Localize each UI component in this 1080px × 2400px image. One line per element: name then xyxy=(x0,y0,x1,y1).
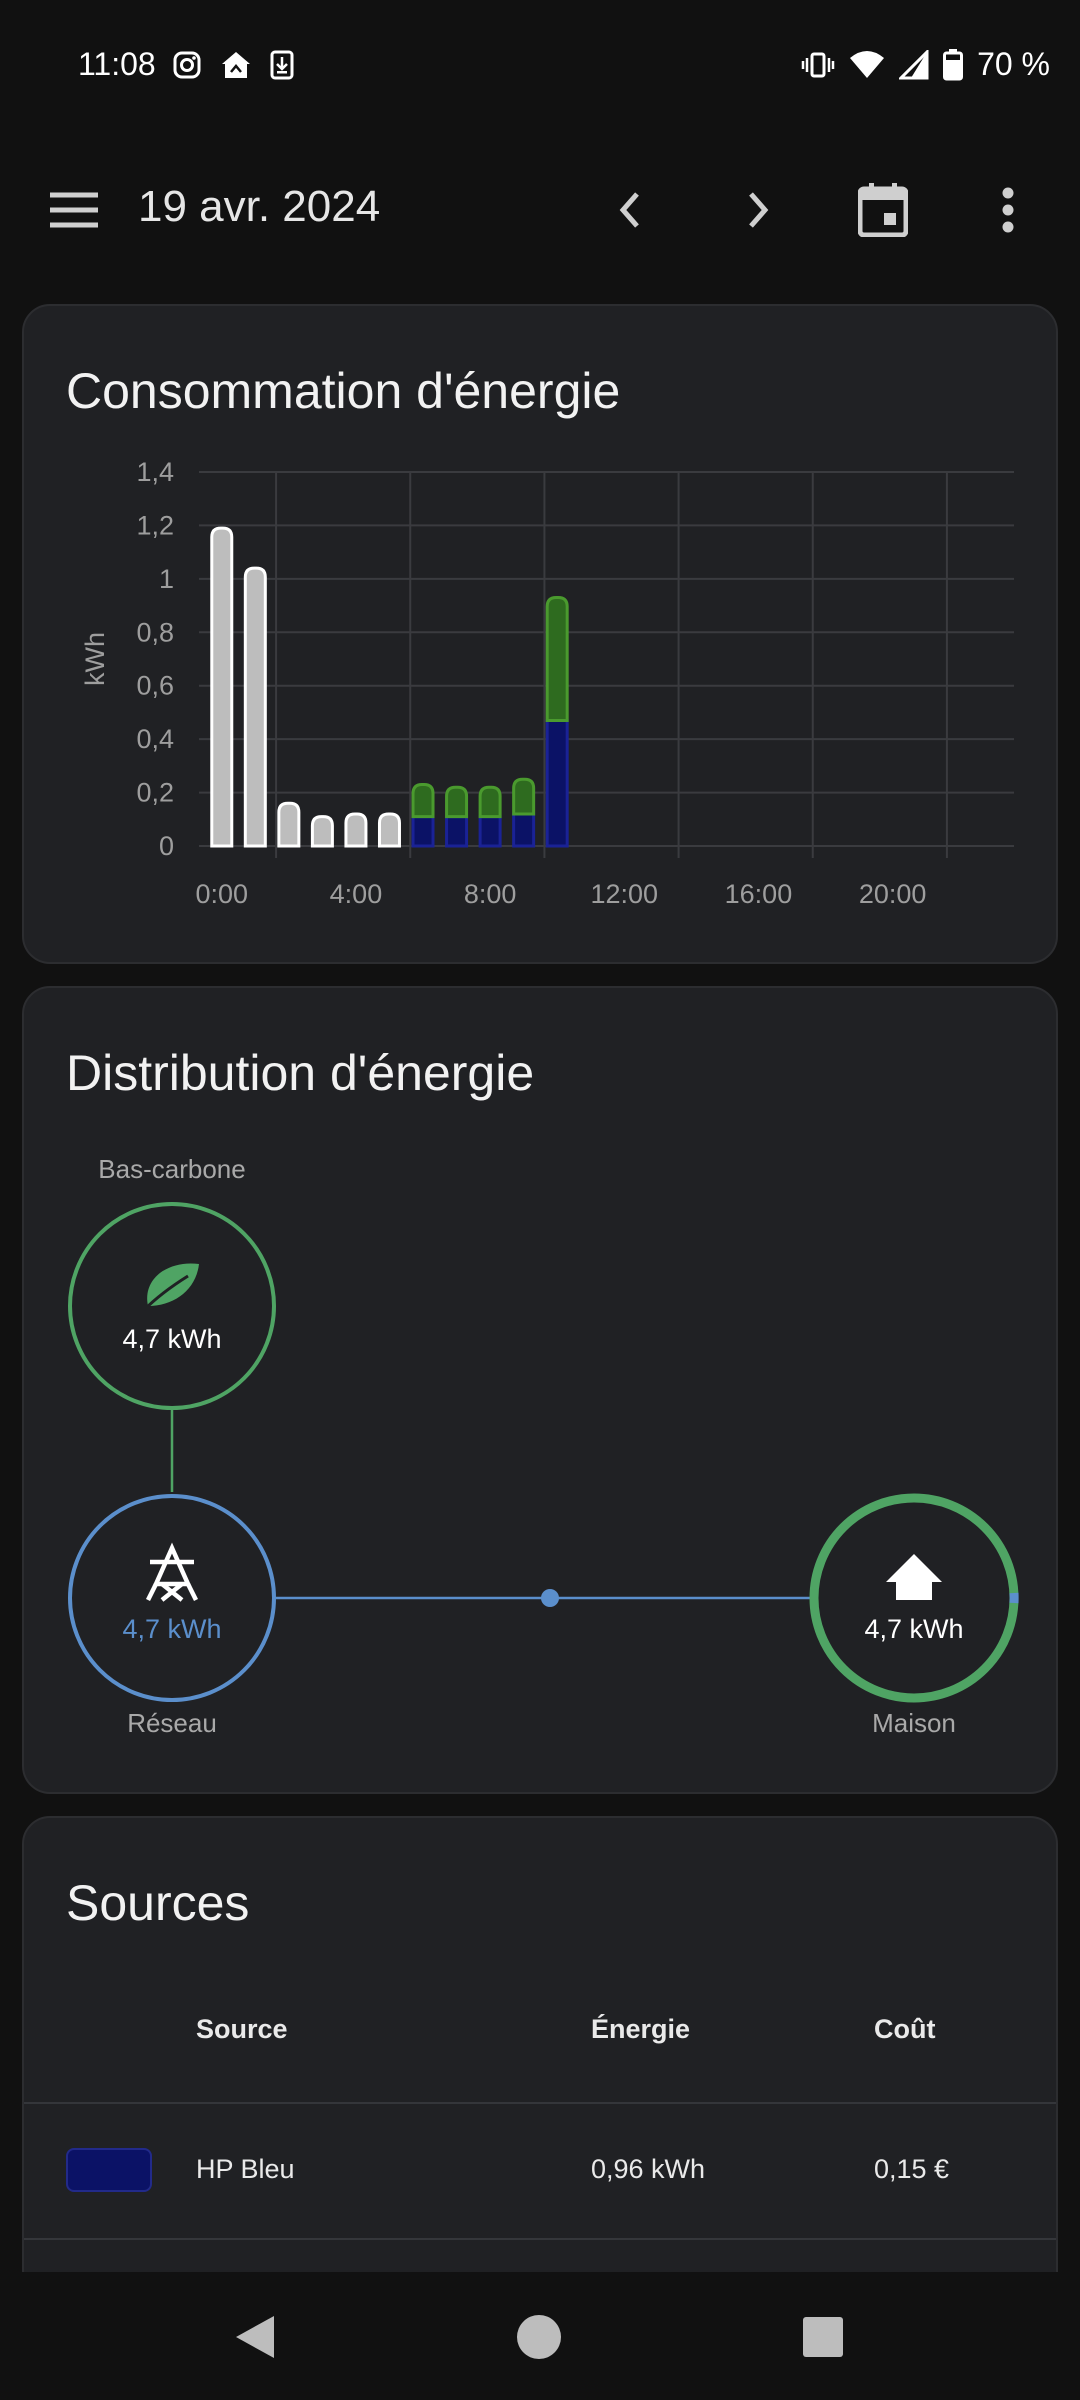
leaf-icon xyxy=(142,1263,199,1312)
row-divider xyxy=(24,2238,1056,2240)
bar xyxy=(545,718,569,848)
low-carbon-circle[interactable] xyxy=(68,1202,276,1410)
home-assistant-icon xyxy=(222,52,250,78)
bar xyxy=(277,801,301,848)
x-tick-label: 8:00 xyxy=(464,879,517,909)
source-column-header[interactable]: Source xyxy=(196,2014,288,2044)
signal-icon xyxy=(899,49,929,79)
bar xyxy=(478,815,502,848)
more-vert-icon xyxy=(1002,187,1014,233)
next-day-button[interactable] xyxy=(718,170,798,250)
toolbar: 19 avr. 2024 xyxy=(0,150,1080,270)
home-circle-icon[interactable] xyxy=(516,2314,562,2360)
x-tick-label: 0:00 xyxy=(195,879,248,909)
selected-date[interactable]: 19 avr. 2024 xyxy=(138,182,381,231)
y-tick-label: 0,6 xyxy=(136,671,174,701)
bar xyxy=(210,526,234,848)
battery-icon xyxy=(943,48,964,80)
bar xyxy=(512,812,536,848)
low-carbon-value: 4,7 kWh xyxy=(122,1324,222,1354)
y-tick-label: 0,4 xyxy=(136,724,174,754)
status-time: 11:08 xyxy=(78,46,156,82)
cost-column-header[interactable]: Coût xyxy=(874,2014,936,2044)
wifi-icon xyxy=(850,50,885,78)
download-icon xyxy=(270,50,294,80)
bar xyxy=(310,815,334,848)
vibrate-icon xyxy=(801,52,835,77)
home-value: 4,7 kWh xyxy=(864,1614,964,1644)
home-icon xyxy=(886,1554,942,1600)
bar xyxy=(545,596,569,722)
bar xyxy=(478,785,502,819)
instagram-icon xyxy=(173,51,201,79)
bar xyxy=(512,777,536,816)
bar xyxy=(243,566,267,848)
bar xyxy=(411,783,435,819)
source-color-swatch xyxy=(66,2148,152,2192)
bar xyxy=(445,815,469,848)
x-tick-label: 4:00 xyxy=(330,879,383,909)
consumption-title: Consommation d'énergie xyxy=(66,363,621,419)
x-tick-label: 12:00 xyxy=(590,879,658,909)
sources-card: Sources Source Énergie Coût HP Bleu 0,96… xyxy=(22,1816,1058,2336)
x-tick-label: 16:00 xyxy=(725,879,793,909)
source-name: HP Bleu xyxy=(196,2154,295,2184)
bar xyxy=(445,785,469,819)
previous-day-button[interactable] xyxy=(590,170,670,250)
low-carbon-label: Bas-carbone xyxy=(98,1154,246,1184)
calendar-button[interactable] xyxy=(843,170,923,250)
recents-icon[interactable] xyxy=(802,2316,844,2358)
menu-icon xyxy=(50,192,98,228)
menu-button[interactable] xyxy=(34,170,114,250)
bar xyxy=(411,815,435,848)
sources-title: Sources xyxy=(66,1875,250,1931)
energy-consumption-card: Consommation d'énergie 0 0,2 0,4 0,6 0,8 1 1,2… xyxy=(22,304,1058,964)
grid-label: Réseau xyxy=(127,1708,217,1738)
grid-circle[interactable] xyxy=(68,1494,276,1702)
bar xyxy=(344,812,368,848)
x-tick-label: 20:00 xyxy=(859,879,927,909)
source-cost: 0,15 € xyxy=(874,2154,950,2184)
energy-column-header[interactable]: Énergie xyxy=(591,2014,691,2044)
battery-percent: 70 % xyxy=(977,46,1050,82)
chevron-left-icon xyxy=(619,192,639,228)
y-tick-label: 0 xyxy=(159,831,174,861)
grid-value: 4,7 kWh xyxy=(122,1614,222,1644)
table-row[interactable]: HP Bleu 0,96 kWh 0,15 € xyxy=(24,2104,1056,2238)
y-tick-label: 1,4 xyxy=(136,457,174,487)
bar xyxy=(377,812,401,848)
distribution-flow xyxy=(68,1202,1019,1703)
more-options-button[interactable] xyxy=(968,170,1048,250)
y-tick-label: 0,8 xyxy=(136,617,174,647)
y-tick-label: 0,2 xyxy=(136,778,174,808)
distribution-title: Distribution d'énergie xyxy=(66,1045,535,1101)
home-label: Maison xyxy=(872,1708,956,1738)
flow-dot xyxy=(541,1589,559,1607)
y-axis-label: kWh xyxy=(80,632,110,686)
chevron-right-icon xyxy=(749,192,769,228)
navigation-bar xyxy=(0,2272,1080,2400)
calendar-icon xyxy=(858,183,908,237)
y-tick-label: 1,2 xyxy=(136,510,174,540)
header-divider xyxy=(24,2102,1056,2104)
status-bar: 11:08 70 % xyxy=(0,0,1080,136)
y-tick-label: 1 xyxy=(159,564,174,594)
source-energy: 0,96 kWh xyxy=(591,2154,706,2184)
back-icon[interactable] xyxy=(232,2314,278,2360)
consumption-chart: 0 0,2 0,4 0,6 0,8 1 1,2 1,4 0:00 4:00 8:00 12:00 16:… xyxy=(80,457,1014,909)
transmission-tower-icon xyxy=(145,1542,199,1602)
energy-distribution-card: Distribution d'énergie Bas-carbone 4,7 k… xyxy=(22,986,1058,1794)
